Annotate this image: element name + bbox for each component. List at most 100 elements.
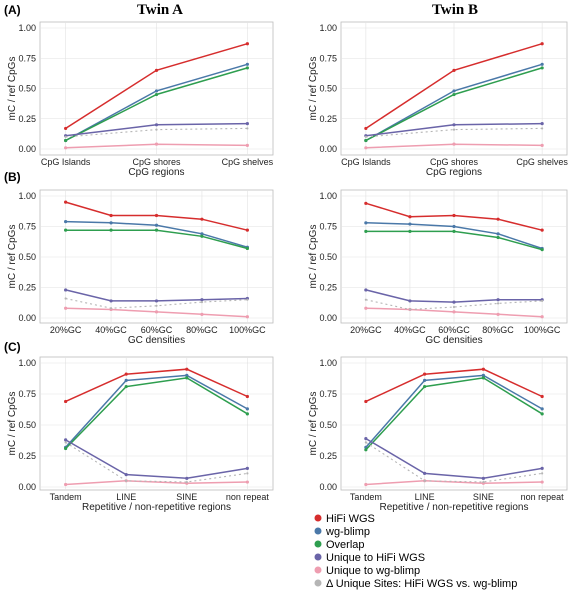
data-point-unique-to-hifi-wgs — [154, 299, 159, 303]
legend-marker-overlap — [314, 540, 322, 548]
data-point-unique-sites-hifi-wgs-vs-wg-blimp — [482, 480, 485, 484]
data-point-unique-to-hifi-wgs — [64, 288, 68, 292]
data-point-unique-to-hifi-wgs — [364, 437, 368, 441]
data-point-wg-blimp — [200, 232, 204, 236]
y-tick-label: 1.00 — [319, 23, 337, 33]
legend-label-unique-to-hifi-wgs: Unique to HiFi WGS — [326, 552, 425, 564]
y-tick-label: 1.00 — [319, 358, 337, 368]
data-point-wg-blimp — [364, 221, 368, 225]
x-tick-label: 80%GC — [482, 325, 514, 335]
data-point-unique-to-hifi-wgs — [200, 298, 204, 302]
data-point-unique-to-wg-blimp — [64, 482, 68, 487]
y-tick-label: 0.50 — [18, 84, 36, 94]
data-point-wg-blimp — [540, 407, 544, 411]
data-point-wg-blimp — [423, 378, 427, 382]
data-point-unique-sites-hifi-wgs-vs-wg-blimp — [64, 135, 67, 138]
x-tick-label: CpG shores — [132, 157, 181, 167]
data-point-unique-sites-hifi-wgs-vs-wg-blimp — [109, 307, 113, 310]
data-point-unique-to-hifi-wgs — [423, 471, 427, 475]
data-point-hifi-wgs — [408, 215, 412, 219]
data-point-unique-to-hifi-wgs — [452, 123, 456, 127]
x-tick-label: CpG Islands — [41, 157, 91, 167]
data-point-hifi-wgs — [124, 372, 128, 376]
data-point-hifi-wgs — [185, 367, 189, 371]
data-point-overlap — [245, 66, 249, 70]
x-tick-label: 20%GC — [50, 325, 82, 335]
data-point-overlap — [124, 384, 128, 389]
series-line-overlap — [65, 377, 248, 450]
legend-marker-unique-to-hifi-wgs — [314, 553, 322, 561]
y-tick-label: 1.00 — [319, 191, 337, 201]
chart-a-twin-a: 0.00 0.25 0.50 0.75 1.00 CpG Islands CpG shore… — [7, 21, 274, 178]
data-point-overlap — [245, 412, 249, 416]
x-tick-label: LINE — [116, 492, 136, 502]
y-tick-label: 0.75 — [18, 53, 36, 63]
x-tick-label: CpG shores — [430, 157, 479, 167]
data-point-hifi-wgs — [64, 399, 68, 404]
chart-b-twin-b: 0.00 0.25 0.50 0.75 1.00 20%GC 40%GC 60%GC 80%GC… — [308, 189, 568, 346]
x-axis-title: Repetitive / non-repetitive regions — [82, 502, 231, 513]
data-point-hifi-wgs — [496, 217, 500, 221]
series-line-hifi-wgs — [65, 368, 248, 403]
y-tick-label: 0.50 — [319, 252, 337, 262]
data-point-overlap — [64, 228, 68, 232]
series-line-overlap — [365, 377, 543, 451]
series-line-unique-sites-hifi-wgs-vs-wg-blimp — [365, 299, 543, 311]
data-point-unique-to-hifi-wgs — [364, 288, 368, 292]
data-point-overlap — [481, 376, 485, 380]
chart-a-twin-b: 0.00 0.25 0.50 0.75 1.00 CpG Islands CpG shore… — [308, 21, 568, 178]
data-point-unique-to-hifi-wgs — [154, 123, 159, 127]
data-point-hifi-wgs — [364, 126, 368, 131]
legend-label-unique-sites-hifi-wgs-vs-wg-blimp: Δ Unique Sites: HiFi WGS vs. wg-blimp — [326, 578, 517, 590]
data-point-overlap — [408, 229, 412, 233]
legend-marker-unique-to-wg-blimp — [314, 566, 322, 574]
x-tick-label: 60%GC — [438, 325, 470, 335]
data-point-wg-blimp — [109, 221, 113, 225]
data-point-overlap — [64, 138, 68, 143]
data-point-hifi-wgs — [245, 394, 249, 399]
column-title-twin-b: Twin B — [432, 2, 478, 18]
data-point-unique-to-wg-blimp — [364, 482, 368, 487]
data-point-unique-to-hifi-wgs — [481, 476, 485, 480]
x-tick-label: Tandem — [350, 492, 382, 502]
data-point-unique-sites-hifi-wgs-vs-wg-blimp — [364, 135, 367, 138]
legend-marker-wg-blimp — [314, 527, 322, 535]
series-line-unique-to-wg-blimp — [365, 480, 543, 486]
data-point-hifi-wgs — [109, 213, 113, 218]
y-tick-label: 0.25 — [18, 283, 36, 293]
y-tick-label: 0.00 — [319, 313, 337, 323]
data-point-unique-to-wg-blimp — [64, 306, 68, 310]
data-point-unique-sites-hifi-wgs-vs-wg-blimp — [246, 298, 249, 301]
data-point-wg-blimp — [64, 220, 68, 224]
data-point-hifi-wgs — [154, 213, 159, 218]
data-point-unique-to-hifi-wgs — [109, 299, 113, 303]
data-point-hifi-wgs — [64, 126, 68, 131]
y-tick-label: 0.25 — [319, 114, 337, 124]
y-tick-label: 0.50 — [319, 420, 337, 430]
column-title-twin-a: Twin A — [137, 2, 183, 18]
series-line-unique-to-wg-blimp — [65, 480, 248, 486]
data-point-unique-to-wg-blimp — [364, 146, 368, 150]
data-point-unique-to-hifi-wgs — [124, 473, 128, 477]
charts-layer: 0.00 0.25 0.50 0.75 1.00 CpG Islands CpG shore… — [7, 21, 568, 513]
plot-frame — [340, 356, 568, 491]
series-line-unique-sites-hifi-wgs-vs-wg-blimp — [65, 441, 248, 483]
y-tick-label: 0.25 — [319, 283, 337, 293]
data-point-hifi-wgs — [540, 228, 544, 232]
data-point-unique-to-hifi-wgs — [496, 298, 500, 302]
series-line-unique-sites-hifi-wgs-vs-wg-blimp — [365, 441, 543, 483]
panel-label-c: (C) — [4, 340, 21, 354]
legend-label-overlap: Overlap — [326, 539, 365, 551]
y-tick-label: 0.00 — [319, 482, 337, 492]
data-point-wg-blimp — [185, 373, 189, 377]
x-tick-label: 80%GC — [186, 325, 218, 335]
data-point-unique-to-wg-blimp — [245, 315, 249, 319]
y-tick-label: 0.75 — [18, 389, 36, 399]
data-point-unique-to-hifi-wgs — [245, 466, 249, 470]
data-point-hifi-wgs — [481, 367, 485, 371]
data-point-hifi-wgs — [245, 42, 249, 46]
data-point-unique-to-hifi-wgs — [185, 476, 189, 480]
data-point-unique-to-wg-blimp — [496, 312, 500, 316]
data-point-overlap — [154, 92, 159, 97]
